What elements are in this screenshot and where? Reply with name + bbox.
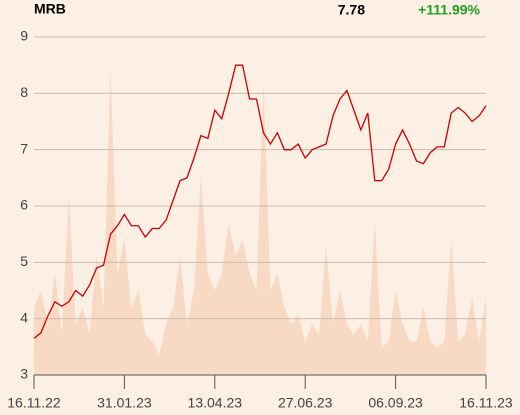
y-tick-label: 3	[20, 366, 28, 382]
y-tick-label: 5	[20, 253, 28, 269]
x-tick-label: 13.04.23	[188, 395, 243, 411]
price-line	[33, 64, 487, 339]
x-tick-label: 06.09.23	[368, 395, 423, 411]
y-tick-label: 6	[20, 197, 28, 213]
x-tick-label: 16.11.23	[459, 395, 513, 411]
price-label: 7.78	[338, 2, 365, 18]
x-tick-label: 27.06.23	[278, 395, 333, 411]
volume-area	[34, 70, 486, 376]
y-tick-label: 4	[20, 309, 28, 325]
x-tick-label: 16.11.22	[7, 395, 61, 411]
change-label: +111.99%	[418, 2, 480, 18]
x-tick-label: 31.01.23	[97, 395, 152, 411]
y-tick-label: 8	[20, 84, 28, 100]
y-tick-label: 9	[20, 28, 28, 44]
ticker: MRB	[34, 1, 66, 17]
y-tick-label: 7	[20, 140, 28, 156]
